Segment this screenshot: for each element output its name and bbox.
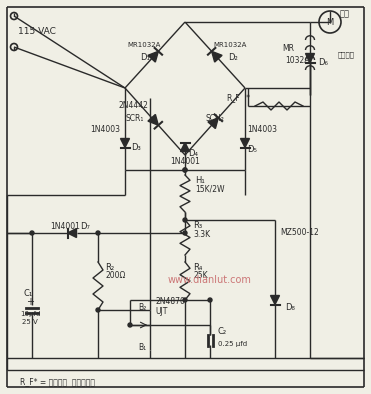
Text: D₈: D₈ bbox=[285, 303, 295, 312]
Text: 200Ω: 200Ω bbox=[105, 271, 125, 279]
Text: MZ500-12: MZ500-12 bbox=[280, 227, 319, 236]
Circle shape bbox=[183, 218, 187, 222]
Text: 1N4003: 1N4003 bbox=[90, 125, 120, 134]
Circle shape bbox=[208, 298, 212, 302]
Text: B₂: B₂ bbox=[138, 303, 146, 312]
Text: 2N4870: 2N4870 bbox=[155, 297, 185, 307]
Text: 磁场绕组: 磁场绕组 bbox=[338, 52, 355, 58]
Text: H₁: H₁ bbox=[195, 175, 205, 184]
Text: R₄: R₄ bbox=[193, 262, 202, 271]
Text: 1N4001: 1N4001 bbox=[50, 221, 80, 230]
Polygon shape bbox=[121, 139, 129, 147]
Circle shape bbox=[183, 298, 187, 302]
Circle shape bbox=[183, 168, 187, 172]
Text: 3.3K: 3.3K bbox=[193, 229, 210, 238]
Text: 10μfd: 10μfd bbox=[20, 311, 40, 317]
Text: B₁: B₁ bbox=[138, 342, 146, 351]
Text: D₆: D₆ bbox=[318, 58, 328, 67]
Text: 杯干: 杯干 bbox=[340, 9, 350, 19]
Text: R₃: R₃ bbox=[193, 221, 202, 229]
Circle shape bbox=[30, 231, 34, 235]
Text: R_F: R_F bbox=[226, 93, 240, 102]
Text: SCR₁: SCR₁ bbox=[126, 113, 144, 123]
Polygon shape bbox=[240, 139, 250, 147]
Text: 2N4442: 2N4442 bbox=[118, 100, 148, 110]
Polygon shape bbox=[68, 229, 76, 238]
Polygon shape bbox=[148, 51, 158, 62]
Polygon shape bbox=[270, 296, 279, 305]
Circle shape bbox=[128, 323, 132, 327]
Text: SCH₂: SCH₂ bbox=[205, 113, 224, 123]
Polygon shape bbox=[208, 118, 219, 128]
Text: 15K/2W: 15K/2W bbox=[195, 184, 224, 193]
Polygon shape bbox=[305, 54, 315, 63]
Circle shape bbox=[96, 231, 100, 235]
Text: MR: MR bbox=[282, 43, 294, 52]
Polygon shape bbox=[211, 51, 222, 62]
Text: 25K: 25K bbox=[193, 271, 208, 281]
Text: D₄: D₄ bbox=[188, 149, 198, 158]
Text: D₇: D₇ bbox=[80, 221, 90, 230]
Text: R₂: R₂ bbox=[105, 262, 114, 271]
Text: MR1032A: MR1032A bbox=[213, 42, 246, 48]
Text: +: + bbox=[26, 297, 34, 307]
Text: D₂: D₂ bbox=[228, 52, 238, 61]
Circle shape bbox=[96, 308, 100, 312]
Text: R_F* = 分压电路  （见原文）: R_F* = 分压电路 （见原文） bbox=[20, 377, 95, 387]
Text: MR1032A: MR1032A bbox=[127, 42, 160, 48]
Text: 115 VAC: 115 VAC bbox=[18, 26, 56, 35]
Text: C₂: C₂ bbox=[218, 327, 227, 336]
Text: D₁: D₁ bbox=[140, 52, 150, 61]
Text: C₁: C₁ bbox=[23, 290, 33, 299]
Text: UJT: UJT bbox=[155, 307, 167, 316]
Text: *: * bbox=[246, 93, 250, 102]
Text: 0.25 μfd: 0.25 μfd bbox=[218, 341, 247, 347]
Circle shape bbox=[183, 231, 187, 235]
Text: 1N4001: 1N4001 bbox=[170, 156, 200, 165]
Text: 25 V: 25 V bbox=[22, 319, 38, 325]
Text: 1N4003: 1N4003 bbox=[247, 125, 277, 134]
Text: M: M bbox=[326, 17, 334, 26]
Polygon shape bbox=[181, 143, 190, 152]
Circle shape bbox=[183, 168, 187, 172]
Text: D₃: D₃ bbox=[131, 143, 141, 152]
Text: D₅: D₅ bbox=[247, 145, 257, 154]
Text: www.dianlut.com: www.dianlut.com bbox=[168, 275, 252, 285]
Text: 1032A: 1032A bbox=[285, 56, 309, 65]
Polygon shape bbox=[148, 114, 158, 125]
